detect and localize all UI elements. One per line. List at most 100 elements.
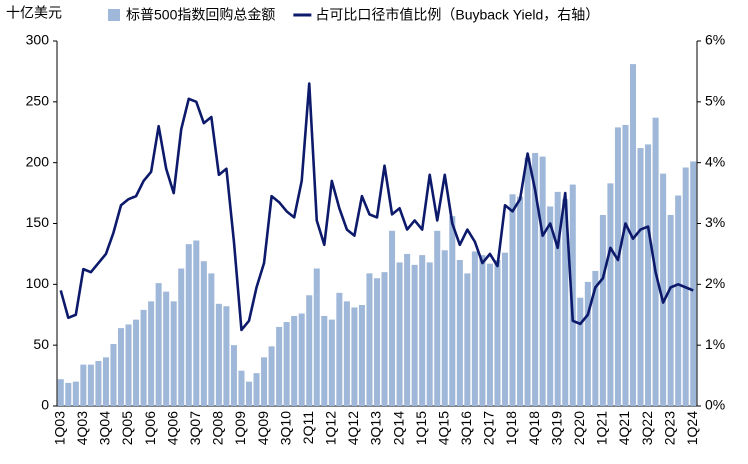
bar (614, 127, 621, 406)
x-tick-label: 3Q04 (97, 411, 113, 445)
y-tick-label: 200 (26, 153, 50, 169)
bar (660, 173, 667, 406)
bar (411, 264, 418, 406)
y-tick-label: 150 (26, 214, 50, 230)
x-tick-label: 1Q03 (51, 411, 67, 445)
bar (253, 373, 260, 406)
y2-tick-label: 4% (705, 153, 725, 169)
x-tick-label: 2Q20 (571, 411, 587, 445)
bar (283, 322, 290, 406)
bar (87, 364, 94, 406)
line (59, 82, 694, 332)
bar (336, 292, 343, 406)
bar (419, 255, 426, 406)
x-tick-label: 3Q16 (458, 411, 474, 445)
x-tick-label: 4Q12 (345, 411, 361, 445)
legend-label: 标普500指数回购总金额 (126, 7, 275, 23)
bar (110, 343, 117, 406)
bar (426, 262, 433, 406)
bar (449, 216, 456, 406)
bar (690, 161, 697, 406)
y2-tick-label: 0% (705, 397, 725, 413)
x-tick-label: 2Q11 (300, 411, 316, 444)
bar (547, 206, 554, 406)
bar (569, 184, 576, 406)
bar (396, 262, 403, 406)
x-tick-label: 1Q15 (413, 411, 429, 445)
bar (148, 301, 155, 406)
bar (637, 148, 644, 407)
y2-tick-label: 1% (705, 336, 725, 352)
bar (622, 124, 629, 406)
bar (163, 291, 170, 406)
bar (486, 263, 493, 406)
x-tick-label: 3Q13 (368, 411, 384, 445)
bar (471, 251, 478, 406)
bar (200, 261, 207, 406)
bar (276, 326, 283, 406)
bar (554, 191, 561, 406)
bar (238, 370, 245, 406)
x-tick-label: 2Q14 (390, 411, 406, 445)
bar (261, 357, 268, 406)
x-tick-label: 1Q18 (503, 411, 519, 445)
x-tick-label: 3Q10 (277, 411, 293, 445)
bar (170, 301, 177, 406)
x-tick-label: 4Q21 (616, 411, 632, 445)
bar (268, 346, 275, 406)
bar (223, 306, 230, 406)
bar (80, 364, 87, 406)
bar (389, 230, 396, 406)
legend-swatch (108, 9, 120, 21)
bar (298, 313, 305, 406)
bar (607, 183, 614, 406)
bar (577, 297, 584, 406)
bar (584, 281, 591, 406)
x-tick-label: 1Q12 (323, 411, 339, 445)
bar (140, 309, 147, 406)
bar (125, 324, 132, 406)
bar (133, 319, 140, 406)
y2-tick-label: 5% (705, 93, 725, 109)
bar (404, 253, 411, 406)
x-tick-label: 4Q06 (164, 411, 180, 445)
bar (675, 195, 682, 406)
y2-tick-label: 6% (705, 32, 725, 48)
bar (509, 194, 516, 406)
bar (441, 250, 448, 406)
bar (215, 303, 222, 406)
x-tick-label: 4Q03 (74, 411, 90, 445)
bar (230, 345, 237, 406)
x-tick-label: 4Q09 (255, 411, 271, 445)
bar (373, 278, 381, 406)
x-tick-label: 1Q06 (142, 411, 158, 445)
y-tick-label: 300 (26, 32, 50, 48)
x-tick-label: 3Q22 (639, 411, 655, 445)
bar (524, 157, 531, 406)
bar (178, 268, 185, 406)
bar (539, 156, 546, 406)
bar (95, 360, 102, 406)
bar (102, 357, 109, 406)
x-tick-label: 1Q24 (684, 411, 700, 445)
bar (599, 214, 606, 406)
bar (629, 64, 637, 406)
bar (351, 307, 358, 406)
x-tick-label: 4Q18 (526, 411, 542, 445)
x-tick-label: 2Q05 (119, 411, 135, 445)
x-tick-label: 3Q07 (187, 411, 203, 445)
bar (193, 240, 200, 406)
x-tick-label: 2Q17 (481, 411, 497, 445)
bar (562, 199, 569, 406)
bar (185, 244, 192, 406)
bar (366, 273, 373, 406)
bar (328, 319, 335, 406)
bar (381, 272, 388, 406)
bar (117, 328, 125, 406)
y-tick-label: 250 (26, 93, 50, 109)
bar (532, 152, 539, 406)
bar (456, 260, 463, 406)
bar (72, 381, 79, 406)
bar (343, 301, 350, 406)
